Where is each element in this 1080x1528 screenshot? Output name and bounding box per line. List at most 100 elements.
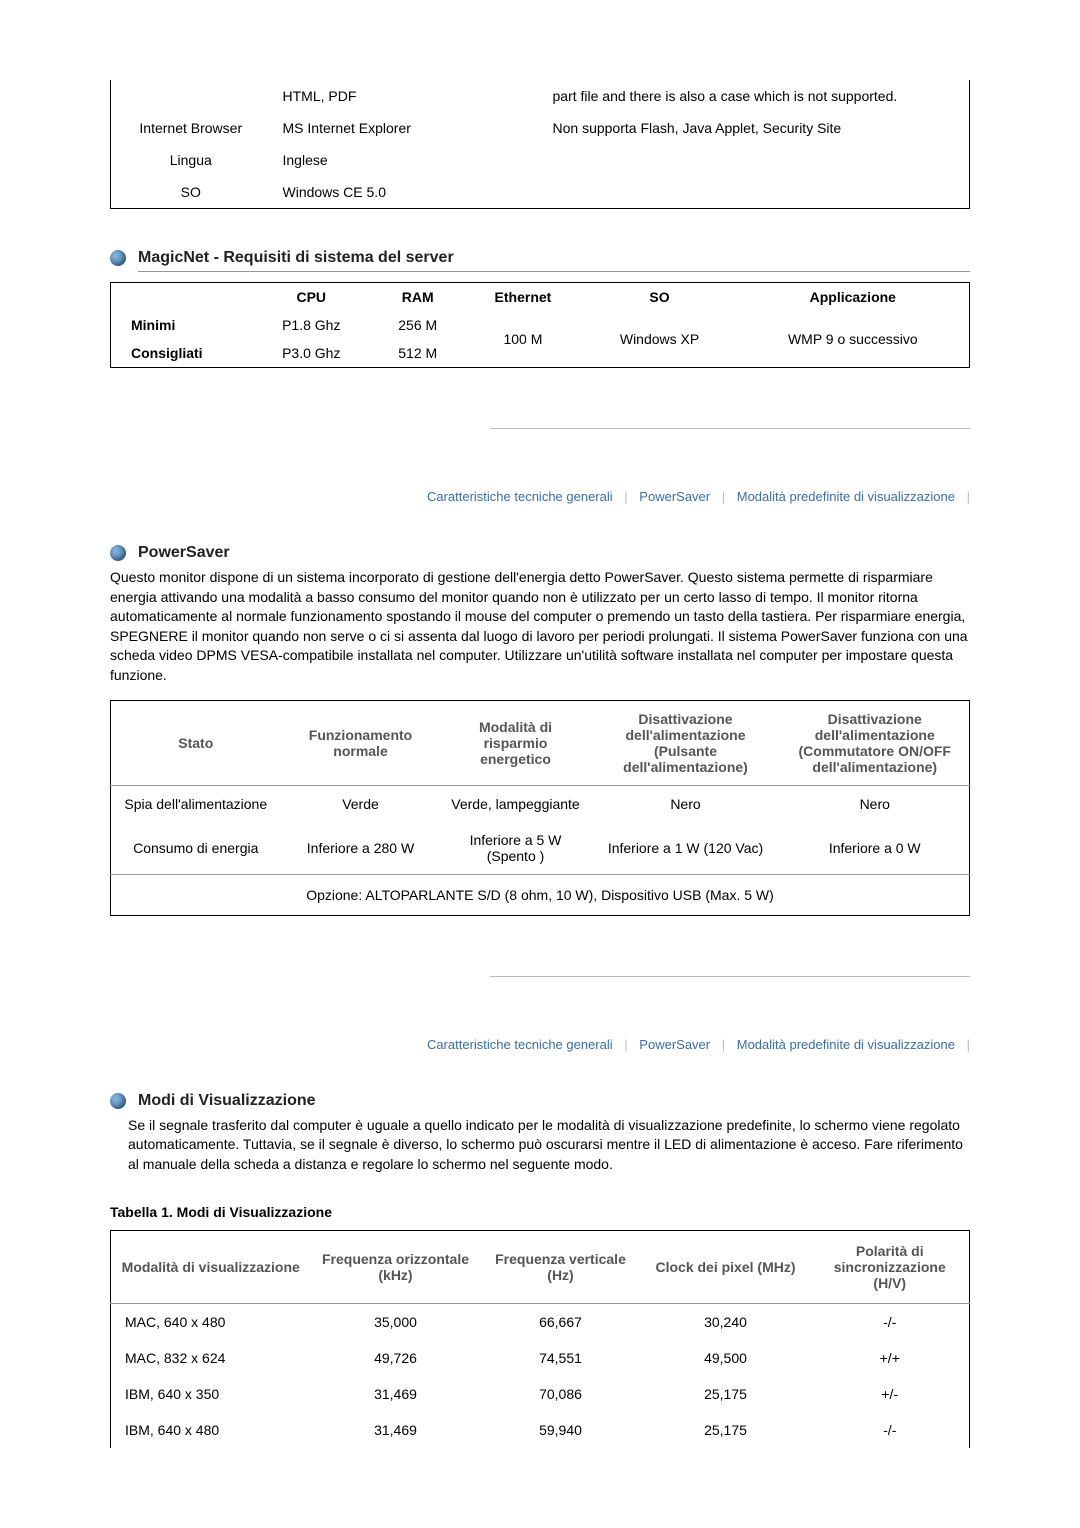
cell: IBM, 640 x 480 [111, 1412, 311, 1448]
cell: WMP 9 o successivo [737, 311, 970, 368]
modes-table-title: Tabella 1. Modi di Visualizzazione [110, 1204, 970, 1220]
separator: | [624, 1037, 627, 1052]
page: HTML, PDF part file and there is also a … [0, 0, 1080, 1488]
cell: 35,000 [311, 1304, 481, 1341]
hdr-mode: Modalità di visualizzazione [111, 1231, 311, 1304]
hdr-pclock: Clock dei pixel (MHz) [641, 1231, 811, 1304]
cell: P1.8 Ghz [251, 311, 373, 339]
bullet-icon [110, 1093, 126, 1109]
cell: Internet Browser [111, 112, 271, 144]
separator: | [624, 489, 627, 504]
cell: Nero [781, 785, 970, 822]
link-general[interactable]: Caratteristiche tecniche generali [419, 1037, 621, 1052]
magicnet-section-header: MagicNet - Requisiti di sistema del serv… [110, 249, 970, 267]
requirements-table: CPU RAM Ethernet SO Applicazione Minimi … [110, 282, 970, 368]
modes-text: Se il segnale trasferito dal computer è … [128, 1116, 970, 1175]
hdr-offbtn: Disattivazione dell'alimentazione (Pulsa… [591, 700, 781, 785]
cell: Nero [591, 785, 781, 822]
divider [138, 271, 970, 272]
cell: Windows XP [583, 311, 737, 368]
table-row: IBM, 640 x 35031,46970,08625,175+/- [111, 1376, 970, 1412]
separator: | [722, 489, 725, 504]
divider [490, 976, 970, 977]
cell: 100 M [463, 311, 582, 368]
cell: Spia dell'alimentazione [111, 785, 281, 822]
powersaver-section-header: PowerSaver [110, 544, 970, 562]
cell: 30,240 [641, 1304, 811, 1341]
cell: Inferiore a 0 W [781, 822, 970, 875]
cell: Lingua [111, 144, 271, 176]
link-displaymodes[interactable]: Modalità predefinite di visualizzazione [729, 1037, 963, 1052]
cell: Windows CE 5.0 [271, 176, 541, 209]
cell: 512 M [372, 339, 463, 368]
cell: 25,175 [641, 1412, 811, 1448]
separator: | [722, 1037, 725, 1052]
cell: 70,086 [481, 1376, 641, 1412]
section-title: MagicNet - Requisiti di sistema del serv… [138, 249, 454, 267]
cell: Verde, lampeggiante [441, 785, 591, 822]
hdr-hfreq: Frequenza orizzontale (kHz) [311, 1231, 481, 1304]
link-general[interactable]: Caratteristiche tecniche generali [419, 489, 621, 504]
hdr-pol: Polarità di sincronizzazione (H/V) [811, 1231, 970, 1304]
cell: Inglese [271, 144, 541, 176]
link-powersaver[interactable]: PowerSaver [631, 1037, 718, 1052]
cell: +/- [811, 1376, 970, 1412]
cell: Verde [281, 785, 441, 822]
cell: MAC, 832 x 624 [111, 1340, 311, 1376]
powersaver-text: Questo monitor dispone di un sistema inc… [110, 568, 970, 686]
cell: +/+ [811, 1340, 970, 1376]
link-nav-2: Caratteristiche tecniche generali | Powe… [110, 1037, 970, 1052]
cell: MAC, 640 x 480 [111, 1304, 311, 1341]
hdr-app: Applicazione [737, 283, 970, 312]
row-rec: Consigliati [111, 339, 251, 368]
cell: 31,469 [311, 1376, 481, 1412]
top-table: HTML, PDF part file and there is also a … [110, 80, 970, 209]
modes-table: Modalità di visualizzazione Frequenza or… [110, 1230, 970, 1448]
divider [490, 428, 970, 429]
cell: Inferiore a 1 W (120 Vac) [591, 822, 781, 875]
cell: P3.0 Ghz [251, 339, 373, 368]
bullet-icon [110, 545, 126, 561]
hdr-vfreq: Frequenza verticale (Hz) [481, 1231, 641, 1304]
table-row: MAC, 832 x 62449,72674,55149,500+/+ [111, 1340, 970, 1376]
cell: MS Internet Explorer [271, 112, 541, 144]
cell: 31,469 [311, 1412, 481, 1448]
section-title: PowerSaver [138, 544, 230, 562]
cell: Inferiore a 5 W (Spento ) [441, 822, 591, 875]
link-powersaver[interactable]: PowerSaver [631, 489, 718, 504]
cell: IBM, 640 x 350 [111, 1376, 311, 1412]
hdr-so: SO [583, 283, 737, 312]
row-min: Minimi [111, 311, 251, 339]
cell: Inferiore a 280 W [281, 822, 441, 875]
powersaver-table: Stato Funzionamento normale Modalità di … [110, 700, 970, 916]
cell: -/- [811, 1304, 970, 1341]
hdr-eth: Ethernet [463, 283, 582, 312]
table-row: MAC, 640 x 48035,00066,66730,240-/- [111, 1304, 970, 1341]
hdr-risp: Modalità di risparmio energetico [441, 700, 591, 785]
separator: | [967, 489, 970, 504]
bullet-icon [110, 250, 126, 266]
hdr-ram: RAM [372, 283, 463, 312]
cell: HTML, PDF [271, 80, 541, 112]
hdr-norm: Funzionamento normale [281, 700, 441, 785]
powersaver-footer: Opzione: ALTOPARLANTE S/D (8 ohm, 10 W),… [111, 874, 970, 915]
table-row: IBM, 640 x 48031,46959,94025,175-/- [111, 1412, 970, 1448]
cell: SO [111, 176, 271, 209]
hdr-stato: Stato [111, 700, 281, 785]
cell: 49,726 [311, 1340, 481, 1376]
cell: 256 M [372, 311, 463, 339]
link-displaymodes[interactable]: Modalità predefinite di visualizzazione [729, 489, 963, 504]
hdr-offsw: Disattivazione dell'alimentazione (Commu… [781, 700, 970, 785]
cell: 59,940 [481, 1412, 641, 1448]
hdr-cpu: CPU [251, 283, 373, 312]
link-nav-1: Caratteristiche tecniche generali | Powe… [110, 489, 970, 504]
section-title: Modi di Visualizzazione [138, 1092, 316, 1110]
cell: Consumo di energia [111, 822, 281, 875]
cell: 66,667 [481, 1304, 641, 1341]
cell: 49,500 [641, 1340, 811, 1376]
cell: part file and there is also a case which… [541, 80, 970, 112]
cell: 74,551 [481, 1340, 641, 1376]
separator: | [967, 1037, 970, 1052]
cell: 25,175 [641, 1376, 811, 1412]
cell: -/- [811, 1412, 970, 1448]
